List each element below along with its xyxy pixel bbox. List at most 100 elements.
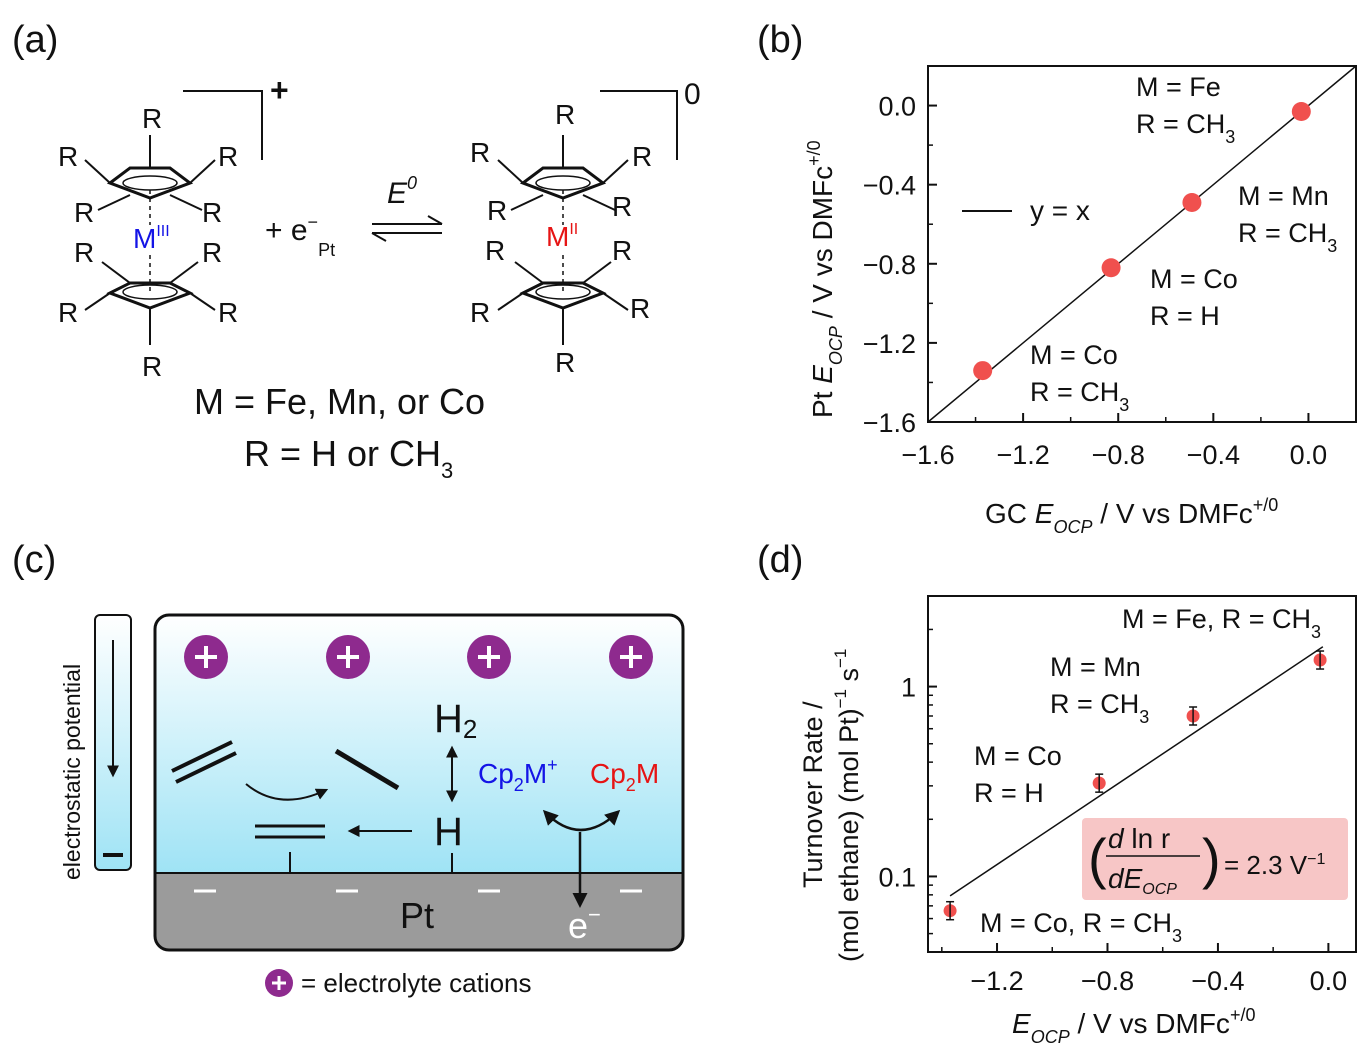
r-label: R bbox=[612, 191, 632, 222]
cation-caption: = electrolyte cations bbox=[301, 968, 532, 998]
y-axis-label-d-2: (mol ethane) (mol Pt)−1 s−1 bbox=[831, 649, 864, 962]
panel-a: (a) + R R R R bbox=[12, 19, 701, 483]
reaction-arrow bbox=[245, 783, 329, 801]
pt-electrode bbox=[155, 873, 683, 950]
x-tick-label: −1.2 bbox=[996, 440, 1049, 470]
plot-d-frame bbox=[927, 595, 1357, 953]
annot-b-2: M = Mn bbox=[1238, 181, 1329, 211]
r-label: R bbox=[202, 197, 222, 228]
panel-a-label: (a) bbox=[12, 19, 58, 61]
redox-arrow bbox=[542, 809, 621, 832]
r-label: R bbox=[555, 99, 575, 130]
x-tick-label: −0.4 bbox=[1191, 966, 1244, 996]
pt-label: Pt bbox=[400, 895, 434, 936]
caption-m: M = Fe, Mn, or Co bbox=[194, 381, 485, 422]
annot-b-4b: R = CH3 bbox=[1030, 377, 1129, 415]
bracket-right bbox=[600, 90, 678, 160]
legend-label: y = x bbox=[1030, 195, 1090, 226]
annot-b-2b: R = CH3 bbox=[1238, 218, 1337, 256]
data-point bbox=[1182, 192, 1202, 212]
y-tick-label: 1 bbox=[901, 673, 916, 703]
annot-d-3: M = Co bbox=[974, 741, 1062, 771]
cp2m-label: Cp2M bbox=[590, 758, 659, 795]
adsorbed-ethylene-icon bbox=[255, 824, 325, 873]
annot-d-2: M = Mn bbox=[1050, 652, 1141, 682]
h2-label: H2 bbox=[434, 697, 477, 744]
metallocene-right bbox=[497, 135, 629, 345]
annot-b-3b: R = H bbox=[1150, 301, 1220, 331]
electron-term: + e−Pt bbox=[265, 212, 335, 260]
annot-d-3b: R = H bbox=[974, 778, 1044, 808]
panel-c: (c) electrostatic potential bbox=[12, 539, 685, 998]
y-tick-label: −0.4 bbox=[863, 171, 916, 201]
annot-b-4: M = Co bbox=[1030, 340, 1118, 370]
ethane-icon bbox=[334, 748, 400, 791]
y-axis-label-b: Pt EOCP / V vs DMFc+/0 bbox=[804, 140, 846, 418]
y-axis-label-d-1: Turnover Rate / bbox=[798, 701, 828, 888]
plot-d-points bbox=[943, 650, 1327, 921]
panel-d-label: (d) bbox=[757, 539, 803, 581]
yx-line bbox=[927, 65, 1357, 423]
annot-b-1b: R = CH3 bbox=[1136, 109, 1235, 147]
r-label: R bbox=[487, 195, 507, 226]
annot-b-1: M = Fe bbox=[1136, 72, 1221, 102]
r-label: R bbox=[470, 137, 490, 168]
annot-d-2b: R = CH3 bbox=[1050, 689, 1149, 727]
r-label: R bbox=[142, 103, 162, 134]
y-tick-label: −1.6 bbox=[863, 408, 916, 438]
r-label: R bbox=[202, 237, 222, 268]
caption-r: R = H or CH3 bbox=[244, 433, 453, 483]
cell-box bbox=[153, 613, 685, 952]
plot-b-frame bbox=[927, 65, 1357, 423]
fit-line bbox=[949, 646, 1324, 897]
slope-box bbox=[1082, 818, 1348, 900]
y-tick-label: 0.0 bbox=[878, 92, 916, 122]
metal-m3: MIII bbox=[133, 223, 170, 254]
r-label: R bbox=[632, 141, 652, 172]
r-label: R bbox=[218, 297, 238, 328]
r-label: R bbox=[142, 351, 162, 382]
data-point bbox=[1101, 258, 1121, 278]
ethylene-icon bbox=[171, 740, 237, 784]
annot-d-4: M = Co, R = CH3 bbox=[980, 908, 1182, 946]
x-tick-label: 0.0 bbox=[1290, 440, 1328, 470]
charge-plus: + bbox=[270, 72, 289, 108]
y-tick-label: −1.2 bbox=[863, 329, 916, 359]
x-tick-label: −0.8 bbox=[1092, 440, 1145, 470]
r-label: R bbox=[58, 141, 78, 172]
e0-label: E0 bbox=[387, 173, 417, 210]
y-tick-label: −0.8 bbox=[863, 250, 916, 280]
panel-c-label: (c) bbox=[12, 539, 56, 581]
x-tick-label: −0.4 bbox=[1187, 440, 1240, 470]
panel-d: (d) −1.2 −0.8 −0.4 0.00.11 M = Fe, R = CH3 … bbox=[757, 539, 1357, 1045]
slope-value: = 2.3 V−1 bbox=[1224, 850, 1325, 880]
electrolyte-region bbox=[155, 615, 683, 873]
x-tick-label: −1.2 bbox=[970, 966, 1023, 996]
electron-label: e− bbox=[568, 902, 601, 946]
x-tick-label: 0.0 bbox=[1310, 966, 1348, 996]
panel-b-label: (b) bbox=[757, 19, 803, 61]
h-label: H bbox=[434, 810, 463, 854]
data-point bbox=[1291, 101, 1311, 121]
data-point bbox=[973, 361, 993, 381]
x-axis-label-b: GC EOCP / V vs DMFc+/0 bbox=[985, 495, 1278, 537]
r-label: R bbox=[74, 197, 94, 228]
y-tick-label: 0.1 bbox=[878, 862, 916, 892]
r-label: R bbox=[470, 297, 490, 328]
r-label: R bbox=[612, 235, 632, 266]
r-label: R bbox=[555, 347, 575, 378]
charge-zero: 0 bbox=[684, 78, 701, 111]
potential-label: electrostatic potential bbox=[59, 664, 85, 880]
r-label: R bbox=[58, 297, 78, 328]
r-label: R bbox=[218, 141, 238, 172]
slope-numerator-text: d ln r bbox=[1108, 823, 1170, 854]
x-tick-label: −1.6 bbox=[901, 440, 954, 470]
r-label: R bbox=[630, 293, 650, 324]
slope-paren-left: ( bbox=[1088, 827, 1107, 890]
plot-b-points bbox=[973, 101, 1311, 381]
slope-denominator: dEOCP bbox=[1108, 863, 1177, 898]
equilibrium-arrow bbox=[371, 215, 443, 242]
slope-paren-right: ) bbox=[1202, 827, 1221, 890]
cp2m-plus-label: Cp2M+ bbox=[478, 755, 558, 795]
